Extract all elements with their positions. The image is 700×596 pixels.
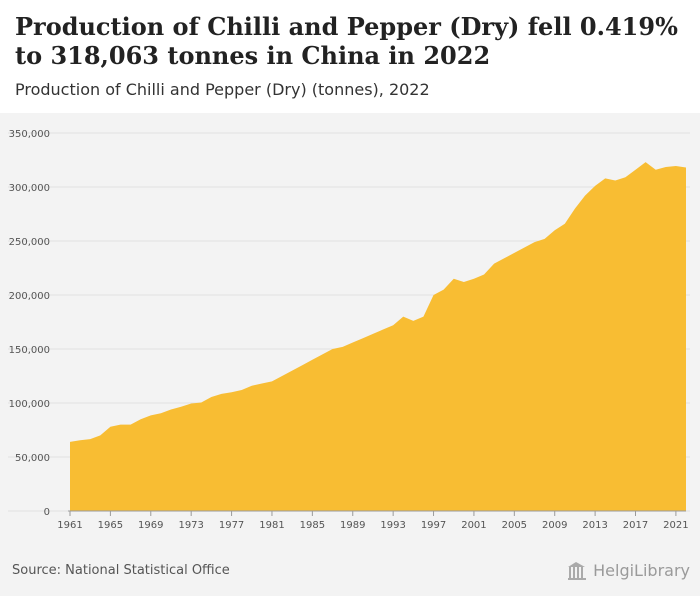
x-tick-label: 1965 <box>98 520 123 531</box>
x-tick-label: 2017 <box>623 520 648 531</box>
area-chart: 0 50,000 100,000 150,000 200,000 250,000 300,0… <box>8 129 690 531</box>
series-area <box>70 162 686 511</box>
x-tick-label: 1993 <box>380 520 405 531</box>
axis-layer: 0 50,000 100,000 150,000 200,000 250,000 300,0… <box>9 129 689 531</box>
x-tick-label: 2021 <box>663 520 688 531</box>
y-tick-label: 350,000 <box>9 129 50 140</box>
chart-subtitle: Production of Chilli and Pepper (Dry) (t… <box>15 80 430 99</box>
area-layer <box>70 162 686 511</box>
x-tick-label: 1973 <box>178 520 203 531</box>
source-note: Source: National Statistical Office <box>12 563 230 578</box>
x-tick-label: 2009 <box>542 520 567 531</box>
y-tick-label: 200,000 <box>9 291 50 302</box>
x-tick-label: 1977 <box>219 520 244 531</box>
header: Production of Chilli and Pepper (Dry) fe… <box>0 0 700 113</box>
x-tick-label: 1989 <box>340 520 365 531</box>
x-tick-label: 2001 <box>461 520 486 531</box>
library-icon <box>568 561 587 580</box>
x-tick-label: 1997 <box>421 520 446 531</box>
x-tick-label: 1981 <box>259 520 284 531</box>
x-tick-label: 1969 <box>138 520 163 531</box>
logo-text: HelgiLibrary <box>593 561 690 580</box>
y-tick-label: 0 <box>44 507 50 518</box>
chart-title: Production of Chilli and Pepper (Dry) fe… <box>15 12 678 70</box>
y-tick-label: 300,000 <box>9 183 50 194</box>
x-tick-label: 1985 <box>300 520 325 531</box>
y-tick-label: 250,000 <box>9 237 50 248</box>
y-tick-label: 150,000 <box>9 345 50 356</box>
y-tick-label: 100,000 <box>9 399 50 410</box>
y-tick-label: 50,000 <box>15 453 50 464</box>
helgi-library-logo: HelgiLibrary <box>568 561 690 580</box>
x-tick-label: 2013 <box>582 520 607 531</box>
x-tick-label: 1961 <box>57 520 82 531</box>
x-tick-label: 2005 <box>502 520 527 531</box>
